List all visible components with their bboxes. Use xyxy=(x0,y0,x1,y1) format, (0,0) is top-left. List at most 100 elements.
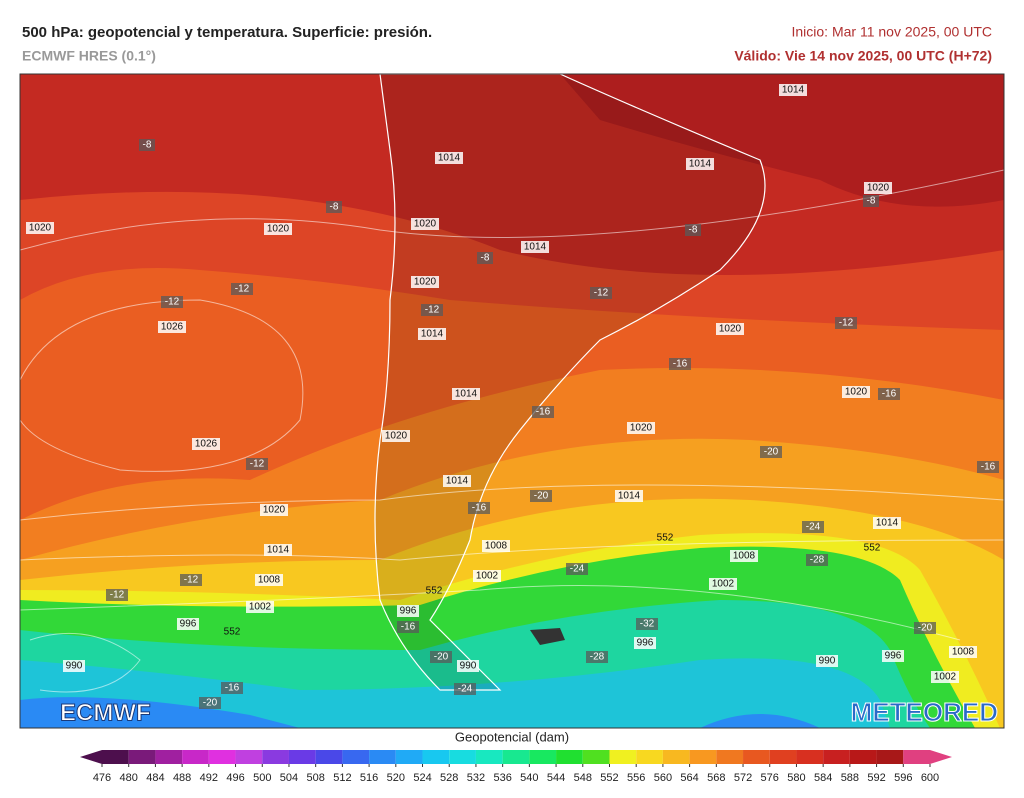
colorbar-swatch xyxy=(662,750,690,764)
temperature-label: -12 xyxy=(110,590,125,601)
colorbar-tick-label: 492 xyxy=(200,772,218,784)
colorbar-swatch xyxy=(449,750,476,764)
isobar-label: 1008 xyxy=(485,541,508,552)
colorbar-tick-label: 496 xyxy=(226,772,244,784)
temperature-label: -28 xyxy=(590,652,605,663)
isobar-label-box xyxy=(435,152,463,164)
isobar-label-box xyxy=(716,323,744,335)
temperature-label-box xyxy=(199,697,221,709)
isobar-label: 1020 xyxy=(263,505,286,516)
isobar-label-box xyxy=(615,490,643,502)
isobar-label-box xyxy=(627,422,655,434)
colorbar-arrow-high xyxy=(930,750,952,764)
colorbar-swatch xyxy=(743,750,770,764)
temperature-label-box xyxy=(246,458,268,470)
isobar-label-box xyxy=(882,650,904,662)
colorbar-swatch xyxy=(796,750,824,764)
colorbar-swatch xyxy=(849,750,877,764)
temperature-label: -8 xyxy=(143,140,152,151)
isobar-label-box xyxy=(709,578,737,590)
isobar-label-box xyxy=(26,222,54,234)
title: 500 hPa: geopotencial y temperatura. Sup… xyxy=(22,24,432,41)
isobar-label-box xyxy=(816,655,838,667)
temperature-label: -16 xyxy=(536,407,551,418)
isobar-label: 1020 xyxy=(267,224,290,235)
colorbar-swatch xyxy=(636,750,663,764)
colorbar-swatch xyxy=(609,750,637,764)
colorbar-tick-label: 568 xyxy=(707,772,725,784)
colorbar-tick-label: 532 xyxy=(467,772,485,784)
isobar-label-box xyxy=(779,84,807,96)
colorbar-swatch xyxy=(903,750,930,764)
temperature-label-box xyxy=(454,683,476,695)
temperature-label-box xyxy=(430,651,452,663)
isobar-label: 1020 xyxy=(414,277,437,288)
temperature-label-box xyxy=(231,283,253,295)
temperature-label: -12 xyxy=(250,459,265,470)
isobar-label-box xyxy=(382,430,410,442)
colorbar-tick-label: 596 xyxy=(894,772,912,784)
temperature-label: -16 xyxy=(882,389,897,400)
isobar-label: 1014 xyxy=(618,491,641,502)
temperature-label-box xyxy=(590,287,612,299)
isobar-label-box xyxy=(931,671,959,683)
colorbar-swatch xyxy=(369,750,396,764)
geopotential-label: 552 xyxy=(657,533,674,544)
isobar-label: 990 xyxy=(66,661,83,672)
colorbar-swatch xyxy=(208,750,236,764)
colorbar-swatch xyxy=(262,750,289,764)
isobar-label: 1002 xyxy=(249,602,272,613)
isobar-label-box xyxy=(397,605,419,617)
isobar-label: 1020 xyxy=(845,387,868,398)
isobar-label: 990 xyxy=(819,656,836,667)
temperature-label-box xyxy=(806,554,828,566)
isobar-label-box xyxy=(411,218,439,230)
colorbar-tick-label: 544 xyxy=(547,772,565,784)
temperature-label: -20 xyxy=(434,652,449,663)
isobar-label: 990 xyxy=(460,661,477,672)
colorbar-swatch xyxy=(502,750,530,764)
temperature-label: -16 xyxy=(673,359,688,370)
map xyxy=(20,74,1004,728)
isobar-label: 996 xyxy=(400,606,417,617)
colorbar-swatch xyxy=(582,750,610,764)
isobar-label: 1020 xyxy=(29,223,52,234)
colorbar-swatch xyxy=(529,750,557,764)
temperature-label-box xyxy=(421,304,443,316)
band xyxy=(20,697,820,728)
colorbar-swatch xyxy=(475,750,503,764)
isobar-label: 996 xyxy=(180,619,197,630)
isobar-label-box xyxy=(177,618,199,630)
isobar-label: 1002 xyxy=(934,672,957,683)
temperature-label-box xyxy=(685,224,701,236)
isobar-label-box xyxy=(411,276,439,288)
temperature-label: -16 xyxy=(401,622,416,633)
colorbar-swatch xyxy=(422,750,450,764)
isobar-label: 1020 xyxy=(630,423,653,434)
isobar-label: 1002 xyxy=(476,571,499,582)
temperature-label-box xyxy=(530,490,552,502)
isobar-label-box xyxy=(246,601,274,613)
colorbar-swatch xyxy=(342,750,370,764)
isobar-label: 1014 xyxy=(782,85,805,96)
temperature-label: -32 xyxy=(640,619,655,630)
temperature-label: -12 xyxy=(165,297,180,308)
colorbar-title: Geopotencial (dam) xyxy=(455,729,569,744)
geopotential-label: 552 xyxy=(426,586,443,597)
isobar-label-box xyxy=(457,660,479,672)
colorbar-tick-label: 580 xyxy=(787,772,805,784)
temperature-label: -24 xyxy=(806,522,821,533)
isobar-label-box xyxy=(730,550,758,562)
isobars xyxy=(20,169,1004,693)
temperature-label: -8 xyxy=(330,202,339,213)
temperature-label-box xyxy=(669,358,691,370)
temperature-label: -12 xyxy=(184,575,199,586)
colorbar-tick-label: 536 xyxy=(493,772,511,784)
colorbar-swatch xyxy=(182,750,209,764)
colorbar-tick-label: 556 xyxy=(627,772,645,784)
temperature-label-box xyxy=(863,195,879,207)
temperature-label: -20 xyxy=(918,623,933,634)
colorbar-swatch xyxy=(689,750,717,764)
temperature-label-box xyxy=(326,201,342,213)
isobar-label-box xyxy=(473,570,501,582)
